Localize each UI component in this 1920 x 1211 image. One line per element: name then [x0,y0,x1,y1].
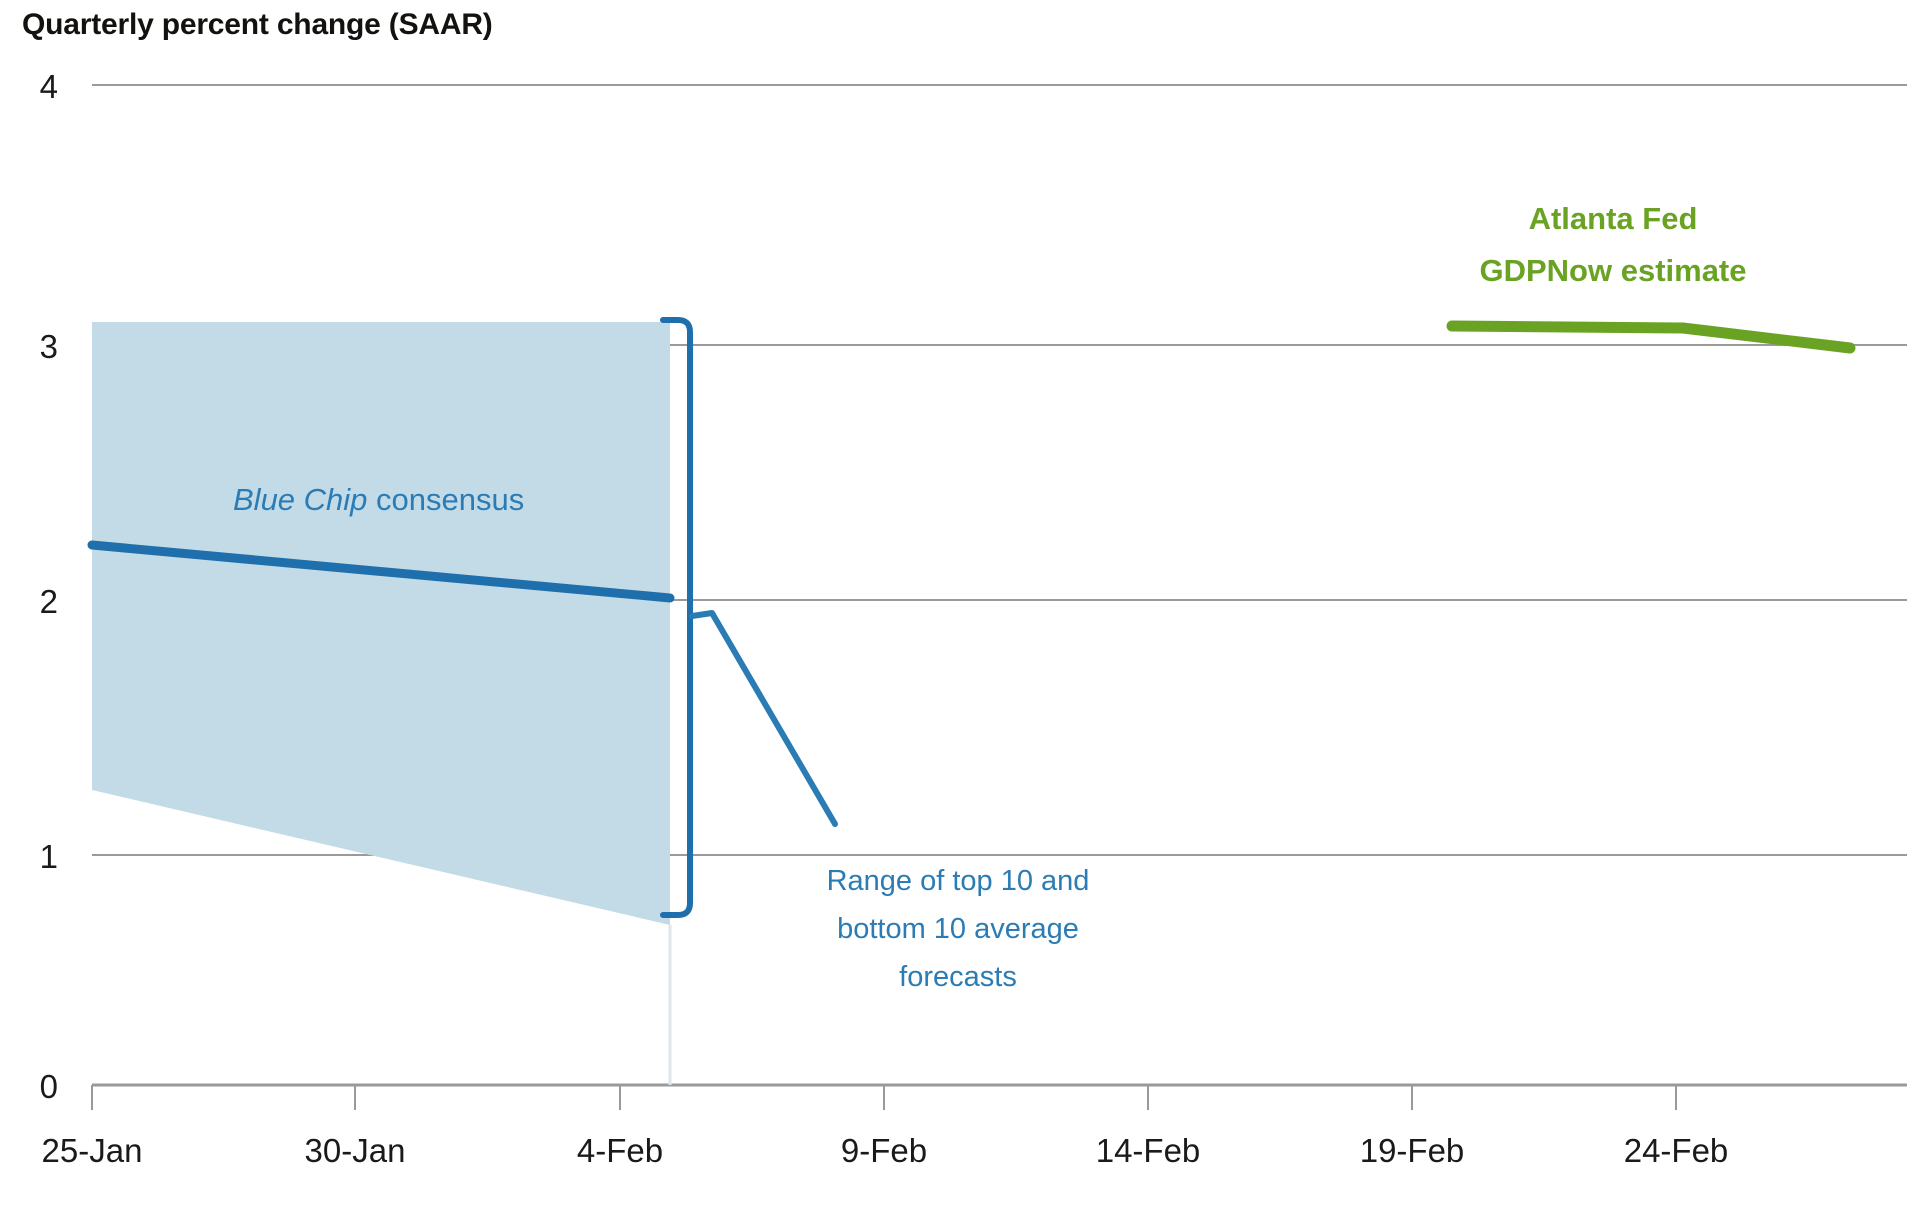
xtick-label-14-feb: 14-Feb [1096,1132,1201,1169]
x-axis-ticks [91,1085,1677,1110]
ytick-label-1: 1 [40,838,58,875]
xtick-label-4-feb: 4-Feb [577,1132,663,1169]
blue-chip-consensus-label: Blue Chip consensus [233,482,524,517]
xtick-label-25-jan: 25-Jan [42,1132,143,1169]
blue-chip-consensus-line [87,540,675,603]
gdpnow-label-line-2: GDPNow estimate [1479,253,1746,288]
chart-title: Quarterly percent change (SAAR) [22,8,493,41]
blue-chip-plain-text: consensus [367,482,524,517]
xtick-label-19-feb: 19-Feb [1360,1132,1465,1169]
ytick-label-4: 4 [40,68,58,105]
forecast-range-band [92,322,670,925]
xtick-label-24-feb: 24-Feb [1624,1132,1729,1169]
xtick-label-9-feb: 9-Feb [841,1132,927,1169]
gdpnow-label-line-1: Atlanta Fed [1529,201,1698,236]
gdpnow-estimate-line [1446,320,1856,354]
ytick-label-2: 2 [40,583,58,620]
xtick-label-30-jan: 30-Jan [305,1132,406,1169]
range-label-line-3: forecasts [899,961,1017,993]
gdpnow-label: Atlanta Fed GDPNow estimate [1479,201,1746,288]
range-label: Range of top 10 and bottom 10 average fo… [827,865,1090,993]
svg-text:Blue Chip consensus: Blue Chip consensus [233,482,524,517]
range-label-line-1: Range of top 10 and [827,865,1090,897]
range-leader-line [689,610,838,827]
blue-chip-italic-text: Blue Chip [233,482,367,517]
ytick-label-3: 3 [40,328,58,365]
ytick-label-0: 0 [40,1068,58,1105]
range-label-line-2: bottom 10 average [837,913,1079,945]
